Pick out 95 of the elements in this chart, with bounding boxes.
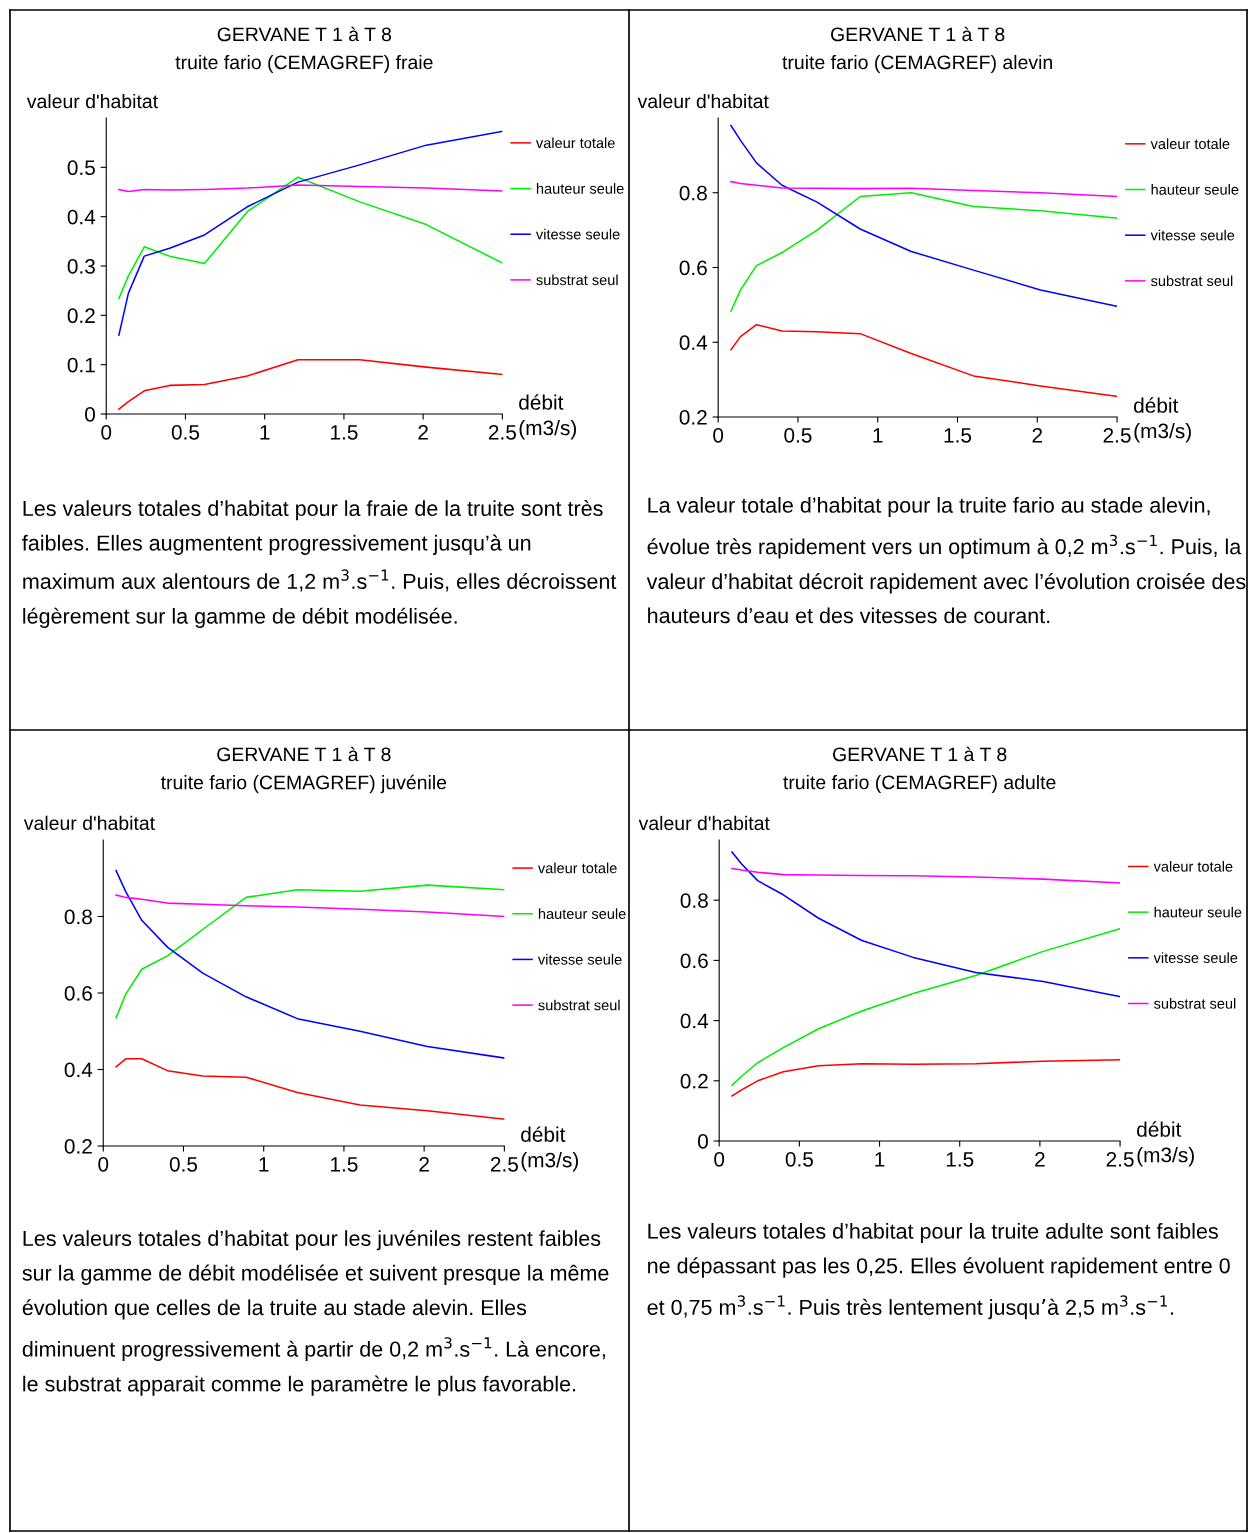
y-axis-title: valeur d'habitat xyxy=(26,93,158,109)
x-axis-title: débit (m3/s) xyxy=(519,394,576,440)
y-tick-label: 0.8 xyxy=(680,893,708,908)
x-tick-label: 1.5 xyxy=(946,1152,974,1167)
chart-subtitle: truite fario (CEMAGREF) adulte xyxy=(783,774,1056,794)
x-tick-label: 0.5 xyxy=(169,1156,198,1172)
line-series xyxy=(115,884,505,1019)
legend-label: valeur totale xyxy=(535,137,615,149)
line-series xyxy=(731,928,1121,1087)
x-tick-label: 2.5 xyxy=(1106,1151,1134,1167)
y-tick-label: 0.8 xyxy=(64,909,92,925)
x-tick-label: 1 xyxy=(259,1157,269,1172)
legend-label: vitesse seule xyxy=(535,228,620,240)
text: Les valeurs totales d’habitat pour la fraie de la truite sont très faibles. Elles augmentent progressivement jusqu’à un maximum aux alentours de 1,2 m$^{3}$.s$^{−1}$. Puis, elles décroissent légèrement sur la gamme de débit modélisée. xyxy=(22,500,617,629)
y-tick-label: 0.6 xyxy=(679,260,707,276)
y-tick-label: 0.4 xyxy=(64,1062,93,1078)
chart-title: GERVANE T 1 à T 8 xyxy=(831,26,1005,42)
chart-subtitle: truite fario (CEMAGREF) alevin xyxy=(782,54,1052,74)
x-tick-label: 1.5 xyxy=(331,1157,358,1172)
x-tick-label: 2.5 xyxy=(1103,427,1131,443)
x-tick-label: 0 xyxy=(101,424,112,440)
y-tick-label: 0 xyxy=(697,1134,708,1149)
x-tick-label: 2.5 xyxy=(488,424,516,440)
chart-title: GERVANE T 1 à T 8 xyxy=(217,746,391,762)
text: Les valeurs totales d’habitat pour les juvéniles restent faibles sur la gamme de débit modélisée et suivent presque la même évolution que celles de la truite au stade alevin. Elles diminuent progressivement à partir de 0,2 m$^{3}$.s$^{−1}$. Là encore, le substrat apparait comme le paramètre le plus favorable. xyxy=(22,1230,609,1396)
y-tick-label: 0 xyxy=(85,407,95,422)
legend-label: vitesse seule xyxy=(1153,952,1238,964)
y-tick-label: 0.4 xyxy=(67,209,96,225)
chart-title: GERVANE T 1 à T 8 xyxy=(217,26,392,42)
x-tick-label: 1 xyxy=(875,1152,885,1167)
y-tick-label: 0.8 xyxy=(679,185,707,201)
x-tick-label: 1.5 xyxy=(944,428,972,443)
y-tick-label: 0.3 xyxy=(67,259,95,274)
x-tick-label: 1 xyxy=(873,428,883,443)
x-tick-label: 0.5 xyxy=(785,1151,813,1167)
legend-label: valeur totale xyxy=(1150,138,1230,150)
y-axis-title: valeur d'habitat xyxy=(638,815,770,831)
line-series xyxy=(115,869,505,1059)
line-series xyxy=(730,180,1118,198)
x-tick-label: 0 xyxy=(713,427,724,443)
chart-subtitle: truite fario (CEMAGREF) fraie xyxy=(175,54,433,74)
x-tick-label: 1 xyxy=(260,425,270,440)
line-series xyxy=(730,191,1118,312)
legend-label: hauteur seule xyxy=(538,908,626,919)
x-axis-title: débit (m3/s) xyxy=(1134,397,1191,443)
line-series xyxy=(115,1058,505,1120)
line-series xyxy=(731,1058,1121,1097)
y-tick-label: 0.5 xyxy=(67,160,95,176)
line-series xyxy=(730,124,1118,308)
x-tick-label: 0 xyxy=(714,1151,725,1167)
y-tick-label: 0.2 xyxy=(64,1139,92,1154)
line-series xyxy=(118,130,503,336)
legend-label: substrat seul xyxy=(1154,998,1236,1009)
legend-label: substrat seul xyxy=(536,274,618,286)
x-tick-label: 2 xyxy=(1032,427,1043,443)
legend-label: hauteur seule xyxy=(1151,184,1239,195)
line-series xyxy=(731,851,1121,998)
x-tick-label: 0 xyxy=(98,1156,109,1172)
x-axis-title: débit (m3/s) xyxy=(1137,1121,1194,1167)
legend-label: vitesse seule xyxy=(1150,229,1235,241)
y-tick-label: 0.4 xyxy=(679,335,708,350)
legend-label: vitesse seule xyxy=(537,953,622,965)
x-tick-label: 0.5 xyxy=(784,427,812,443)
text: Les valeurs totales d’habitat pour la truite adulte sont faibles ne dépassant pas les 0,25. Elles évoluent rapidement entre 0 et 0,75 m$^{3}$.s$^{−1}$. Puis très lentement jusqu’à 2,5 m$^{3}$.s$^{−1}$. xyxy=(647,1223,1230,1320)
chart-subtitle: truite fario (CEMAGREF) juvénile xyxy=(160,774,447,794)
y-axis-title: valeur d'habitat xyxy=(23,815,155,831)
y-tick-label: 0.2 xyxy=(679,410,707,425)
legend-label: substrat seul xyxy=(538,999,620,1011)
x-tick-label: 1.5 xyxy=(331,425,358,440)
line-series xyxy=(118,184,503,193)
x-tick-label: 0.5 xyxy=(171,424,200,440)
line-series xyxy=(118,176,503,300)
y-tick-label: 0.6 xyxy=(680,953,708,969)
line-series xyxy=(115,894,505,918)
legend-label: valeur totale xyxy=(1153,861,1233,872)
x-tick-label: 2 xyxy=(418,424,428,440)
x-axis-title: débit (m3/s) xyxy=(521,1126,578,1172)
line-series xyxy=(731,867,1121,884)
line-series xyxy=(730,323,1118,398)
legend-label: hauteur seule xyxy=(536,183,624,194)
x-tick-label: 2.5 xyxy=(490,1156,518,1172)
legend-label: substrat seul xyxy=(1151,275,1233,287)
y-tick-label: 0.1 xyxy=(67,357,95,373)
y-tick-label: 0.6 xyxy=(64,986,92,1001)
x-tick-label: 2 xyxy=(1035,1151,1045,1167)
legend-label: valeur totale xyxy=(537,862,617,874)
text: La valeur totale d’habitat pour la truite fario au stade alevin, évolue très rapidement vers un optimum à 0,2 m$^{3}$.s$^{−1}$. Puis, la valeur d’habitat décroit rapidement avec l’évolution croisée des hauteurs d’eau et des vitesses de courant. xyxy=(646,497,1246,624)
x-tick-label: 2 xyxy=(419,1156,429,1172)
y-tick-label: 0.2 xyxy=(67,308,95,324)
legend-label: hauteur seule xyxy=(1154,906,1242,918)
chart-title: GERVANE T 1 à T 8 xyxy=(833,746,1007,762)
y-axis-title: valeur d'habitat xyxy=(637,93,769,109)
y-tick-label: 0.4 xyxy=(680,1013,709,1029)
line-series xyxy=(118,358,503,410)
y-tick-label: 0.2 xyxy=(680,1073,708,1089)
